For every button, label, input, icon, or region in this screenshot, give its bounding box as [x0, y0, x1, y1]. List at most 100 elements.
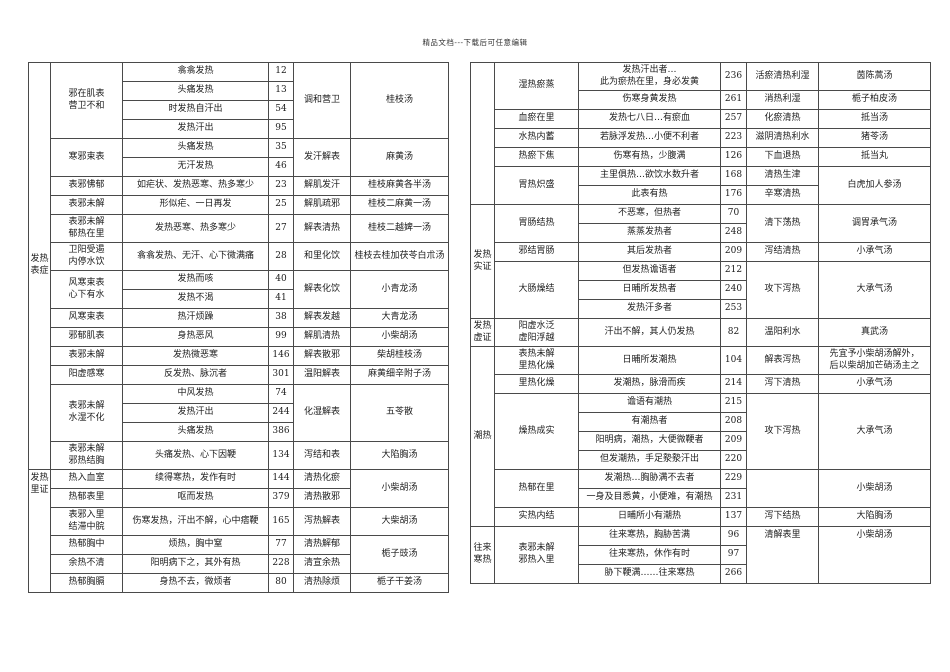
pattern-cell: 表邪未解: [50, 195, 123, 215]
fever-excess-deficiency-tidal-table: 湿热瘀蒸 发热汗出者… 此为瘀热在里，身必发黄 236 活瘀清热利湿 茵陈蒿汤 伤寒身黄发…: [470, 62, 931, 584]
symptom-cell: 伤寒发热，汗出不解，心中痞鞕: [122, 507, 269, 536]
symptom-cell: 但发潮热，手足漐漐汗出: [578, 450, 721, 470]
treatment-cell: 解表发越: [293, 308, 351, 328]
symptom-cell: 翕翕发热、无汗、心下微满痛: [122, 242, 269, 271]
symptom-cell: 反发热、脉沉者: [122, 365, 269, 385]
pattern-cell: 表邪未解 邪热入里: [494, 526, 579, 584]
prescription-cell: 桂枝麻黄各半汤: [350, 176, 449, 196]
symptom-cell: 热汗烦躁: [122, 308, 269, 328]
symptom-cell: 头痛发热、心下因鞕: [122, 441, 269, 470]
prescription-cell: 抵当丸: [818, 147, 931, 167]
clause-number-cell: 386: [268, 422, 294, 442]
clause-number-cell: 209: [720, 242, 747, 262]
prescription-cell: 茵陈蒿汤: [818, 62, 931, 91]
symptom-cell: 伤寒有热，少腹满: [578, 147, 721, 167]
symptom-cell: 中风发热: [122, 384, 269, 404]
symptom-cell: 如疟状、发热恶寒、热多寒少: [122, 176, 269, 196]
treatment-cell: 解表散邪: [293, 346, 351, 366]
pattern-cell: 表邪未解 水湿不化: [50, 384, 123, 442]
treatment-cell: 辛寒清热: [746, 185, 819, 205]
clause-number-cell: 99: [268, 327, 294, 347]
symptom-cell: 发热微恶寒: [122, 346, 269, 366]
section-cell: 潮热: [470, 346, 495, 527]
symptom-cell: 头痛发热: [122, 81, 269, 101]
symptom-cell: 发热恶寒、热多寒少: [122, 214, 269, 243]
section-cell: 发热 虚证: [470, 318, 495, 347]
symptom-cell: 发热汗多者: [578, 299, 721, 319]
clause-number-cell: 215: [720, 393, 747, 413]
pattern-cell: 表邪入里 结滞中脘: [50, 507, 123, 536]
clause-number-cell: 240: [720, 280, 747, 300]
prescription-cell: 大陷胸汤: [350, 441, 449, 470]
pattern-cell: 表邪未解 郁热在里: [50, 214, 123, 243]
symptom-cell: 无汗发热: [122, 157, 269, 177]
treatment-cell: 泻结和表: [293, 441, 351, 470]
treatment-cell: 清宣余热: [293, 554, 351, 574]
fever-exterior-interior-table: 发热 表症 邪在肌表 营卫不和 翕翕发热 12 调和营卫 桂枝汤 头痛发热 13 时发热自汗出 5…: [28, 62, 449, 593]
left-table-body: 发热 表症 邪在肌表 营卫不和 翕翕发热 12 调和营卫 桂枝汤 头痛发热 13 时发热自汗出 5…: [28, 62, 449, 593]
prescription-cell: 麻黄细辛附子汤: [350, 365, 449, 385]
treatment-cell: 泻结清热: [746, 242, 819, 262]
treatment-cell: 清解表里: [746, 526, 819, 584]
clause-number-cell: 40: [268, 270, 294, 290]
clause-number-cell: 257: [720, 109, 747, 129]
pattern-cell: 胃热炽盛: [494, 166, 579, 205]
symptom-cell: 发热汗出: [122, 403, 269, 423]
clause-number-cell: 214: [720, 374, 747, 394]
pattern-cell: 邪郁肌表: [50, 327, 123, 347]
symptom-cell: 若脉浮发热…小便不利者: [578, 128, 721, 148]
treatment-cell: 解肌疏邪: [293, 195, 351, 215]
pattern-cell: 风寒束表 心下有水: [50, 270, 123, 309]
symptom-cell: 胁下鞕满……往来寒热: [578, 564, 721, 584]
clause-number-cell: 209: [720, 431, 747, 451]
prescription-cell: 柴胡桂枝汤: [350, 346, 449, 366]
prescription-cell: 小承气汤: [818, 242, 931, 262]
symptom-cell: 身热恶风: [122, 327, 269, 347]
clause-number-cell: 97: [720, 545, 747, 565]
symptom-cell: 不恶寒，但热者: [578, 204, 721, 224]
pattern-cell: 表热未解 里热化燥: [494, 346, 579, 375]
clause-number-cell: 82: [720, 318, 747, 347]
symptom-cell: 烦热，胸中窒: [122, 535, 269, 555]
pattern-cell: 卫阳受遏 内停水饮: [50, 242, 123, 271]
clause-number-cell: 379: [268, 488, 294, 508]
pattern-cell: 阳虚感寒: [50, 365, 123, 385]
treatment-cell: 和里化饮: [293, 242, 351, 271]
pattern-cell: 水热内蓄: [494, 128, 579, 148]
clause-number-cell: 12: [268, 62, 294, 82]
treatment-cell: 调和营卫: [293, 62, 351, 139]
clause-number-cell: 208: [720, 412, 747, 432]
prescription-cell: 小青龙汤: [350, 270, 449, 309]
treatment-cell: 泻热解表: [293, 507, 351, 536]
clause-number-cell: 70: [720, 204, 747, 224]
clause-number-cell: 77: [268, 535, 294, 555]
symptom-cell: 但发热谵语者: [578, 261, 721, 281]
treatment-cell: 清热化瘀: [293, 469, 351, 489]
symptom-cell: 发潮热，脉滑而疾: [578, 374, 721, 394]
symptom-cell: 阳明病，潮热，大便微鞕者: [578, 431, 721, 451]
clause-number-cell: 266: [720, 564, 747, 584]
prescription-cell: 小柴胡汤: [818, 526, 931, 584]
symptom-cell: 汗出不解，其人仍发热: [578, 318, 721, 347]
pattern-cell: 大肠燥结: [494, 261, 579, 319]
treatment-cell: 温阳利水: [746, 318, 819, 347]
symptom-cell: 伤寒身黄发热: [578, 90, 721, 110]
treatment-cell: 解肌发汗: [293, 176, 351, 196]
clause-number-cell: 212: [720, 261, 747, 281]
clause-number-cell: 248: [720, 223, 747, 243]
symptom-cell: 蒸蒸发热者: [578, 223, 721, 243]
treatment-cell: 泻下清热: [746, 374, 819, 394]
clause-number-cell: 253: [720, 299, 747, 319]
symptom-cell: 往来寒热，休作有时: [578, 545, 721, 565]
prescription-cell: 猪苓汤: [818, 128, 931, 148]
prescription-cell: 大承气汤: [818, 261, 931, 319]
clause-number-cell: 27: [268, 214, 294, 243]
clause-number-cell: 144: [268, 469, 294, 489]
pattern-cell: 风寒束表: [50, 308, 123, 328]
pattern-cell: 邪结胃肠: [494, 242, 579, 262]
right-table-body: 湿热瘀蒸 发热汗出者… 此为瘀热在里，身必发黄 236 活瘀清热利湿 茵陈蒿汤 伤寒身黄发…: [470, 62, 931, 584]
section-cell: 往来 寒热: [470, 526, 495, 584]
clause-number-cell: 46: [268, 157, 294, 177]
symptom-cell: 发热不渴: [122, 289, 269, 309]
